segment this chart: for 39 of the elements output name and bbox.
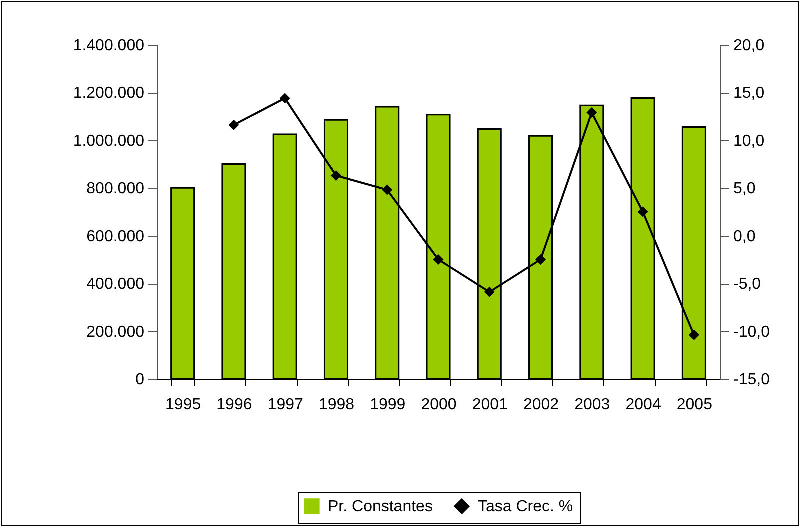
- y-tick-label: 1.400.000: [73, 38, 145, 54]
- point: [536, 254, 546, 265]
- x-tick-label: 1996: [216, 396, 252, 414]
- x-tick-label: 2005: [676, 396, 713, 414]
- y2-tick-label: 0,0: [734, 228, 756, 246]
- point: [433, 254, 444, 265]
- point: [688, 330, 700, 340]
- point: [280, 93, 290, 104]
- x-tick-label: 2001: [472, 396, 508, 414]
- legend-label: Tasa Crec. %: [478, 498, 574, 516]
- y-tick-label: 0: [136, 372, 145, 388]
- point: [586, 108, 598, 118]
- x-tick-label: 2002: [523, 396, 560, 414]
- point: [330, 170, 342, 181]
- y-tick-label: 800.000: [86, 180, 145, 198]
- point: [484, 286, 495, 298]
- x-tick-label: 1995: [166, 396, 202, 414]
- y2-tick-label: -15,0: [734, 372, 770, 388]
- y-tick-label: 400.000: [86, 276, 145, 294]
- x-tick-label: 1998: [318, 396, 355, 414]
- x-tick-label: 1999: [370, 396, 406, 414]
- x-tick-label: 2003: [574, 396, 610, 414]
- y2-tick-label: 10,0: [734, 132, 765, 150]
- point: [382, 184, 393, 196]
- point: [638, 206, 648, 218]
- point: [228, 120, 240, 130]
- y-tick-label: 600.000: [86, 228, 145, 246]
- x-tick-label: 1997: [268, 396, 304, 414]
- y2-tick-label: -10,0: [734, 324, 770, 341]
- y-tick-label: 1.200.000: [73, 85, 145, 102]
- y-tick-label: 1.000.000: [73, 132, 145, 150]
- y-tick-label: 200.000: [86, 324, 145, 341]
- y2-tick-label: 5,0: [734, 180, 756, 198]
- x-tick-label: 2000: [421, 396, 457, 414]
- x-tick-label: 2004: [626, 396, 662, 414]
- legend-label: Pr. Constantes: [328, 498, 433, 516]
- y2-tick-label: -5,0: [734, 276, 762, 294]
- y2-tick-label: 20,0: [734, 38, 765, 54]
- y2-tick-label: 15,0: [734, 85, 765, 102]
